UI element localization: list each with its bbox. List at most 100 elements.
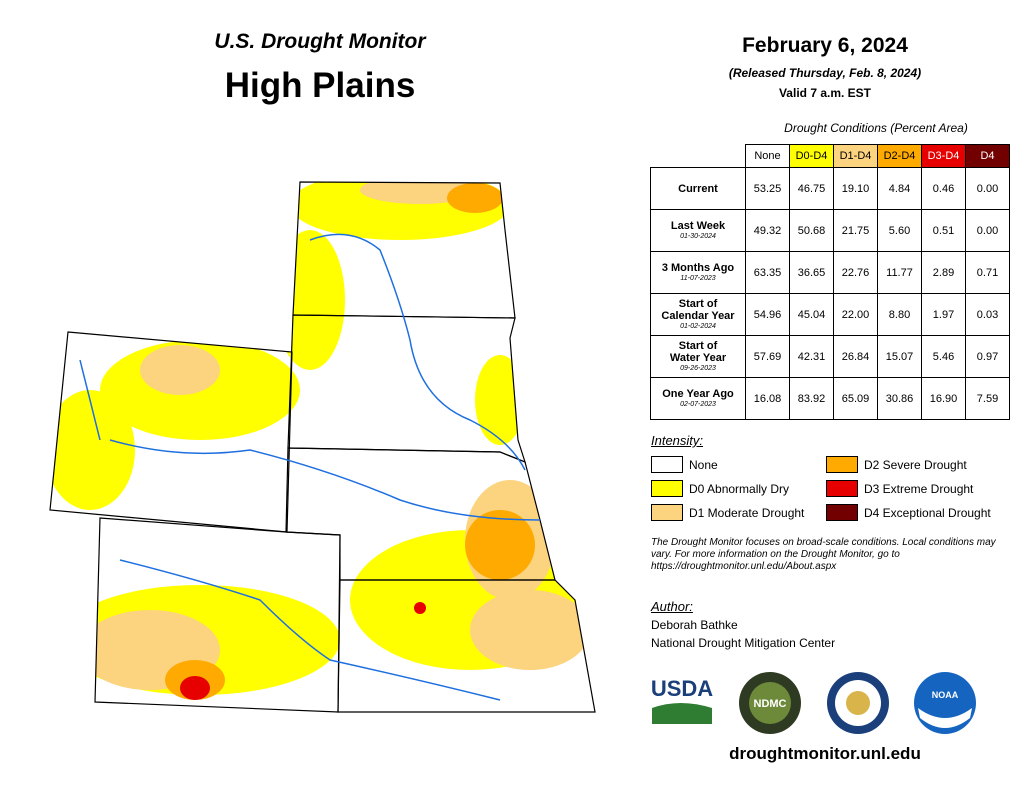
table-cell: 46.75 [789,167,834,210]
d1-area [140,345,220,395]
table-row: Current 53.25 46.75 19.10 4.84 0.46 0.00 [650,167,1010,210]
table-cell: 0.46 [921,167,966,210]
legend-swatch [826,504,858,521]
table-cell: 19.10 [833,167,878,210]
legend-label: D3 Extreme Drought [864,481,974,496]
table-cell: 0.51 [921,209,966,252]
table-cell: 15.07 [877,335,922,378]
legend-swatch [826,456,858,473]
author-name: Deborah Bathke [651,618,738,632]
table-cell: 50.68 [789,209,834,252]
corner [651,145,746,168]
legend-title: Intensity: [651,433,704,448]
row-label-text: One Year Ago [662,388,734,400]
state-borders [49,181,596,713]
row-label: 3 Months Ago 11-07-2023 [650,251,746,294]
legend-item: D4 Exceptional Drought [826,504,991,521]
released: (Released Thursday, Feb. 8, 2024) [728,66,922,80]
column-header: D3-D4 [921,144,966,168]
row-date: 11-07-2023 [680,275,716,282]
map [49,181,596,713]
table-row: Start of Water Year 09-26-2023 57.69 42.31 2… [650,335,1010,378]
table-cell: 53.25 [745,167,790,210]
state-border [292,181,516,319]
logo-ndmc-text: NDMC [754,698,787,710]
table-cell: 26.84 [833,335,878,378]
stats-table: None D0-D4 D1-D4 D2-D4 D3-D4 D4 Current 53.25 46… [650,144,1010,420]
table-cell: 57.69 [745,335,790,378]
note: The Drought Monitor focuses on broad-sca… [651,537,996,572]
logo-usda-field [652,703,712,724]
legend-item: D2 Severe Drought [826,456,967,473]
table-cell: 0.03 [965,293,1010,336]
logo-noaa-wave [918,708,972,728]
table-cell: 36.65 [789,251,834,294]
legend-item: None [651,456,718,473]
logo-noaa-text: NOAA [932,690,959,700]
row-date: 01-30-2024 [680,233,716,240]
row-label: Start of Water Year 09-26-2023 [650,335,746,378]
table-cell: 1.97 [921,293,966,336]
table-cell: 45.04 [789,293,834,336]
table-row: 3 Months Ago 11-07-2023 63.35 36.65 22.76 11.… [650,251,1010,294]
legend-label: D1 Moderate Drought [689,505,805,520]
table-row: Last Week 01-30-2024 49.32 50.68 21.75 5.60 0.… [650,209,1010,252]
d3-area [414,602,426,614]
row-label-text: Start of Calendar Year [661,298,735,322]
url: droughtmonitor.unl.edu [729,744,921,763]
river [109,439,541,521]
column-header: D1-D4 [833,144,878,168]
river [309,233,526,471]
logos: USDA NDMC NOAA [651,672,976,734]
row-label-text: Current [678,182,718,195]
legend-label: D2 Severe Drought [864,457,967,472]
table-cell: 8.80 [877,293,922,336]
river [79,359,101,441]
table-row: One Year Ago 02-07-2023 16.08 83.92 65.09 30.… [650,377,1010,420]
row-date: 02-07-2023 [680,401,716,408]
table-cell: 5.46 [921,335,966,378]
column-header: D4 [965,144,1010,168]
d0-area [50,390,135,510]
column-header: None [745,144,790,168]
legend-item: D1 Moderate Drought [651,504,804,521]
table-caption: Drought Conditions (Percent Area) [784,121,968,135]
table-cell: 22.76 [833,251,878,294]
row-label: Last Week 01-30-2024 [650,209,746,252]
table-cell: 11.77 [877,251,922,294]
legend-label: D4 Exceptional Drought [864,505,991,520]
table-cell: 22.00 [833,293,878,336]
legend-swatch [826,480,858,497]
d3-area [180,676,210,700]
d2-area [465,510,535,580]
table-cell: 49.32 [745,209,790,252]
title: U.S. Drought Monitor [214,30,426,53]
author-org: National Drought Mitigation Center [651,636,836,650]
table-cell: 7.59 [965,377,1010,420]
table-cell: 16.90 [921,377,966,420]
header-row: None D0-D4 D1-D4 D2-D4 D3-D4 D4 [651,144,1010,168]
valid: Valid 7 a.m. EST [778,86,872,100]
table-cell: 63.35 [745,251,790,294]
table-cell: 0.71 [965,251,1010,294]
table-cell: 4.84 [877,167,922,210]
table-cell: 2.89 [921,251,966,294]
table-cell: 0.00 [965,167,1010,210]
legend-swatch [651,456,683,473]
table-cell: 54.96 [745,293,790,336]
d0-area [275,230,345,370]
region: High Plains [224,66,416,105]
state-border [94,517,341,713]
legend-label: None [689,457,718,472]
river [119,559,501,701]
table-cell: 0.00 [965,209,1010,252]
legend-swatch [651,480,683,497]
row-label: Current [650,167,746,210]
author-title: Author: [651,599,693,614]
table-cell: 5.60 [877,209,922,252]
logo-seal-eagle [846,691,870,715]
logo-usda: USDA [651,676,713,701]
table-cell: 21.75 [833,209,878,252]
column-header: D2-D4 [877,144,922,168]
